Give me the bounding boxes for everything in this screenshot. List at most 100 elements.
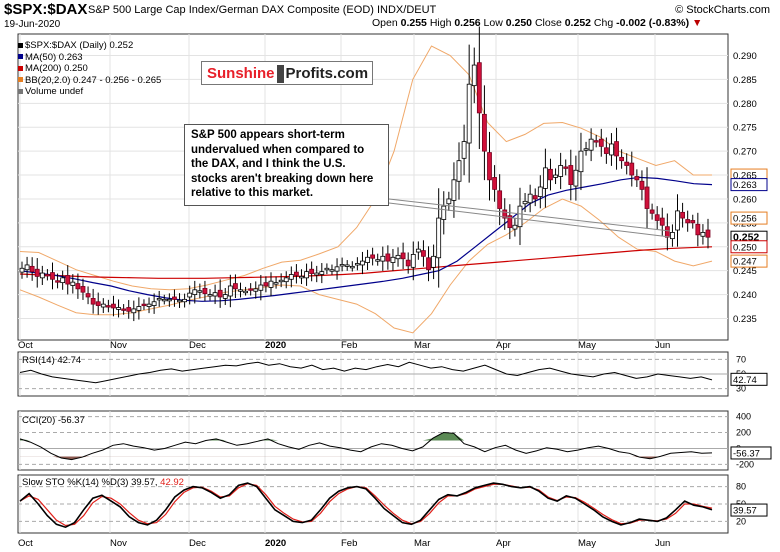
close-label: Close: [534, 17, 562, 29]
candle-body: [70, 281, 76, 286]
candle-body: [436, 217, 442, 259]
candle-body: [370, 254, 376, 259]
candle-body: [426, 257, 431, 271]
y-tick-label: 0.275: [733, 123, 757, 134]
chart-header: $SPX:$DAX S&P 500 Large Cap Index/German…: [0, 0, 780, 34]
candle-body: [461, 141, 467, 159]
y-tick-label: 0.235: [733, 314, 757, 325]
candle-body: [670, 232, 675, 240]
candle-body: [55, 280, 60, 283]
rsi-value-tag: 42.74: [733, 375, 757, 386]
candle-body: [456, 160, 462, 182]
candle-body: [502, 209, 508, 219]
x-tick-label-bottom: Oct: [18, 538, 33, 549]
candle-body: [466, 83, 472, 144]
candle-body: [471, 64, 477, 87]
candle-body: [283, 277, 289, 283]
candle-body: [558, 165, 564, 177]
sto-k-line: [19, 482, 713, 529]
x-tick-label: 2020: [265, 340, 286, 351]
sunshine-profits-logo: Sunshine Profits.com: [201, 61, 373, 85]
y-tick-label: 0.270: [733, 147, 757, 158]
candle-body: [593, 140, 599, 143]
candle-body: [258, 284, 264, 291]
candle-body: [537, 186, 543, 197]
candle-body: [522, 200, 528, 205]
price-tag-label: 0.256: [733, 214, 757, 225]
x-tick-label: Nov: [110, 340, 127, 351]
candle-body: [431, 255, 437, 268]
candle-body: [65, 275, 71, 285]
open-label: Open: [372, 17, 398, 29]
candle-body: [446, 198, 452, 205]
candle-body: [126, 307, 132, 312]
candle-body: [34, 268, 40, 277]
candle-body: [278, 279, 284, 283]
candle-body: [680, 211, 685, 219]
candle-body: [324, 267, 330, 271]
chart-date: 19-Jun-2020: [4, 19, 61, 30]
sto-tick-label: 20: [736, 516, 746, 526]
candle-body: [619, 156, 625, 162]
price-tag-box: [730, 240, 768, 254]
candle-body: [217, 289, 223, 298]
candle-body: [39, 272, 45, 279]
candle-body: [111, 303, 116, 309]
sto-title: Slow STO %K(14) %D(3) 39.57, 42.92: [22, 477, 184, 488]
candle-body: [390, 256, 396, 263]
candle-body: [573, 169, 579, 187]
cci-tick-label: 200: [736, 428, 751, 438]
open-value: 0.255: [400, 17, 427, 29]
candle-body: [405, 259, 411, 267]
candle-body: [263, 282, 269, 287]
candle-body: [415, 248, 421, 253]
x-tick-label-bottom: Nov: [110, 538, 127, 549]
sto-value-box: [730, 503, 768, 517]
x-tick-label: Apr: [496, 340, 511, 351]
candle-body: [654, 214, 660, 221]
candle-body: [487, 152, 492, 181]
candle-body: [690, 220, 696, 224]
rsi-tick-label: 70: [736, 354, 746, 364]
candle-body: [578, 150, 584, 173]
candle-body: [659, 217, 665, 226]
ohlc-readout: Open 0.255 High 0.256 Low 0.250 Close 0.…: [372, 17, 702, 29]
candle-body: [141, 303, 147, 307]
rsi-line: [19, 361, 713, 384]
high-value: 0.256: [454, 17, 481, 29]
cci-title: CCI(20) -56.37: [22, 415, 85, 426]
legend: $SPX:$DAX (Daily) 0.252 MA(50) 0.263 MA(…: [18, 40, 161, 98]
candle-body: [400, 252, 406, 260]
price-tag-label: 0.265: [733, 171, 757, 182]
price-tag-box: [730, 211, 768, 225]
candle-body: [207, 294, 213, 297]
candle-body: [29, 265, 35, 273]
down-arrow-icon: ▼: [691, 17, 703, 29]
sto-tick-label: 80: [736, 482, 746, 492]
rsi-title: RSI(14) 42.74: [22, 355, 81, 366]
candle-body: [187, 292, 193, 298]
candle-body: [644, 186, 650, 209]
candle-body: [360, 260, 365, 266]
candle-body: [50, 272, 55, 280]
candle-body: [527, 193, 533, 204]
candle-body: [482, 113, 487, 152]
chg-label: Chg: [593, 17, 614, 29]
x-tick-label: Dec: [189, 340, 206, 351]
candle-body: [299, 276, 304, 279]
chart-symbol: $SPX:$DAX: [4, 1, 88, 18]
candle-body: [151, 301, 157, 306]
candle-body: [329, 269, 335, 272]
x-tick-label-bottom: Apr: [496, 538, 511, 549]
candle-body: [146, 303, 152, 307]
legend-item-volume: Volume undef: [18, 86, 161, 98]
rsi-tick-label: 30: [736, 384, 746, 394]
cci-oversold-area: [20, 456, 712, 460]
candle-body: [492, 177, 497, 190]
candle-body: [598, 138, 604, 147]
candle-body: [80, 286, 86, 293]
candle-body: [293, 271, 299, 276]
candle-body: [314, 272, 320, 276]
candle-body: [675, 210, 680, 231]
